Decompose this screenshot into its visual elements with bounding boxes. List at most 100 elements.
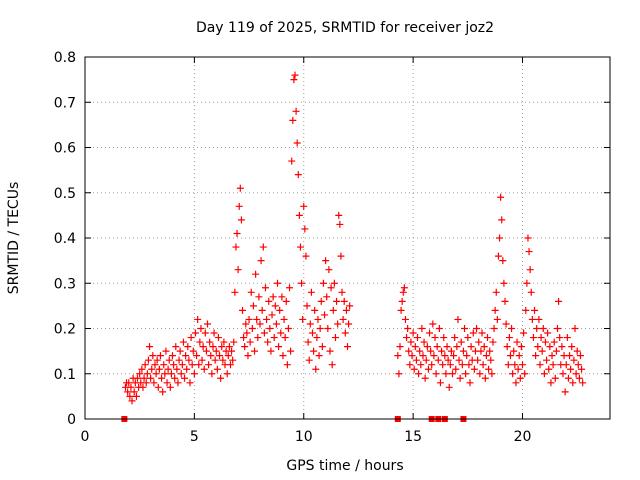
data-point bbox=[208, 370, 216, 378]
data-point bbox=[462, 370, 470, 378]
data-point bbox=[499, 257, 507, 265]
data-point bbox=[241, 343, 249, 351]
data-point bbox=[178, 361, 186, 369]
data-point bbox=[141, 361, 149, 369]
data-point bbox=[394, 352, 402, 360]
data-point bbox=[328, 361, 336, 369]
data-point bbox=[177, 370, 185, 378]
data-point bbox=[323, 293, 331, 301]
data-point bbox=[482, 352, 490, 360]
data-point bbox=[294, 171, 302, 179]
data-point bbox=[418, 325, 426, 332]
data-point bbox=[288, 157, 296, 165]
data-point bbox=[455, 356, 463, 364]
data-point bbox=[525, 248, 533, 256]
data-point bbox=[185, 356, 193, 364]
data-point bbox=[317, 297, 325, 305]
data-point bbox=[248, 325, 256, 332]
data-point bbox=[569, 379, 577, 387]
data-point bbox=[211, 356, 219, 364]
data-point bbox=[183, 365, 191, 373]
data-point bbox=[242, 320, 250, 328]
data-point bbox=[240, 334, 248, 342]
data-point bbox=[340, 297, 348, 305]
data-point bbox=[403, 334, 411, 342]
data-point bbox=[336, 220, 344, 228]
data-point bbox=[497, 193, 505, 201]
data-point bbox=[158, 374, 166, 382]
data-point bbox=[522, 306, 530, 314]
data-point bbox=[280, 315, 288, 323]
data-point bbox=[283, 361, 291, 369]
data-point bbox=[486, 347, 494, 355]
data-point bbox=[528, 315, 536, 323]
data-point bbox=[345, 320, 353, 328]
data-point bbox=[198, 356, 206, 364]
data-point bbox=[524, 234, 532, 242]
data-point bbox=[213, 365, 221, 373]
data-point bbox=[459, 347, 467, 355]
data-point bbox=[398, 297, 406, 305]
data-point bbox=[454, 315, 462, 323]
data-point bbox=[139, 383, 147, 391]
data-point bbox=[205, 361, 213, 369]
data-point bbox=[194, 315, 202, 323]
data-point bbox=[289, 116, 297, 124]
data-point bbox=[229, 356, 237, 364]
data-point bbox=[344, 343, 351, 351]
data-point bbox=[159, 388, 167, 396]
data-point bbox=[279, 352, 287, 360]
data-point bbox=[318, 343, 326, 351]
data-point bbox=[456, 374, 464, 382]
data-point bbox=[574, 361, 582, 369]
data-point bbox=[527, 288, 535, 296]
data-point bbox=[322, 257, 330, 265]
data-point bbox=[335, 211, 343, 219]
data-point bbox=[204, 320, 211, 328]
data-point bbox=[225, 343, 233, 351]
data-point bbox=[405, 347, 413, 355]
data-point bbox=[140, 374, 148, 382]
data-point bbox=[278, 293, 286, 301]
data-point bbox=[419, 352, 427, 360]
y-tick-label: 0.6 bbox=[54, 141, 76, 157]
x-axis-label: GPS time / hours bbox=[286, 458, 403, 474]
data-point bbox=[319, 279, 327, 287]
data-point bbox=[132, 392, 140, 400]
data-point bbox=[414, 334, 421, 342]
data-point bbox=[124, 388, 132, 396]
data-point bbox=[169, 352, 176, 360]
data-point bbox=[465, 361, 473, 369]
data-point bbox=[485, 365, 493, 373]
data-point bbox=[321, 311, 329, 319]
data-point bbox=[538, 347, 546, 355]
data-point bbox=[547, 379, 555, 387]
data-point bbox=[555, 297, 563, 305]
data-point bbox=[512, 379, 520, 387]
data-point bbox=[142, 379, 150, 387]
data-point bbox=[341, 329, 349, 337]
data-point bbox=[461, 325, 469, 332]
data-point bbox=[309, 329, 316, 337]
data-point bbox=[429, 320, 437, 328]
y-tick-label: 0.8 bbox=[54, 50, 76, 66]
y-axis-label: SRMTID / TECUs bbox=[6, 182, 22, 295]
data-point bbox=[182, 352, 190, 360]
data-point bbox=[152, 370, 160, 378]
data-point bbox=[489, 338, 497, 346]
data-point bbox=[191, 329, 199, 337]
data-point bbox=[144, 356, 152, 364]
data-point bbox=[267, 347, 275, 355]
data-point bbox=[287, 347, 295, 355]
y-tick-label: 0.5 bbox=[54, 186, 76, 202]
data-point bbox=[477, 347, 485, 355]
data-point bbox=[546, 343, 554, 351]
data-point bbox=[436, 379, 444, 387]
data-point bbox=[423, 343, 431, 351]
data-point bbox=[470, 365, 478, 373]
data-point bbox=[399, 288, 407, 296]
data-point bbox=[515, 352, 523, 360]
data-point bbox=[284, 325, 292, 332]
data-point bbox=[201, 329, 209, 337]
data-point bbox=[533, 325, 541, 332]
